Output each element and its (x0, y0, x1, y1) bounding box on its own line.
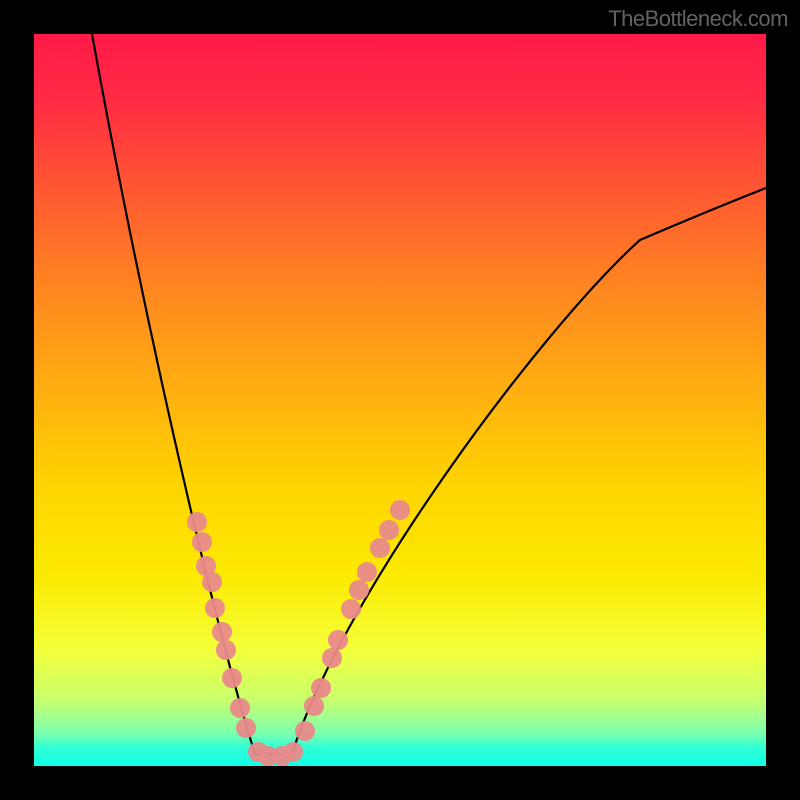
data-point (202, 572, 222, 592)
plot-background (34, 34, 766, 766)
data-point (311, 678, 331, 698)
data-point (205, 598, 225, 618)
data-point (349, 580, 369, 600)
data-point (222, 668, 242, 688)
data-point (379, 520, 399, 540)
data-point (236, 718, 256, 738)
data-point (328, 630, 348, 650)
data-point (187, 512, 207, 532)
data-point (390, 500, 410, 520)
data-point (322, 648, 342, 668)
data-point (341, 599, 361, 619)
data-point (370, 538, 390, 558)
data-point (192, 532, 212, 552)
chart-container (0, 0, 800, 800)
data-point (357, 562, 377, 582)
data-point (295, 721, 315, 741)
data-point (304, 696, 324, 716)
data-point (230, 698, 250, 718)
bottleneck-curve-chart (0, 0, 800, 800)
data-point (212, 622, 232, 642)
watermark: TheBottleneck.com (608, 6, 788, 32)
data-point (216, 640, 236, 660)
data-point (283, 742, 303, 762)
